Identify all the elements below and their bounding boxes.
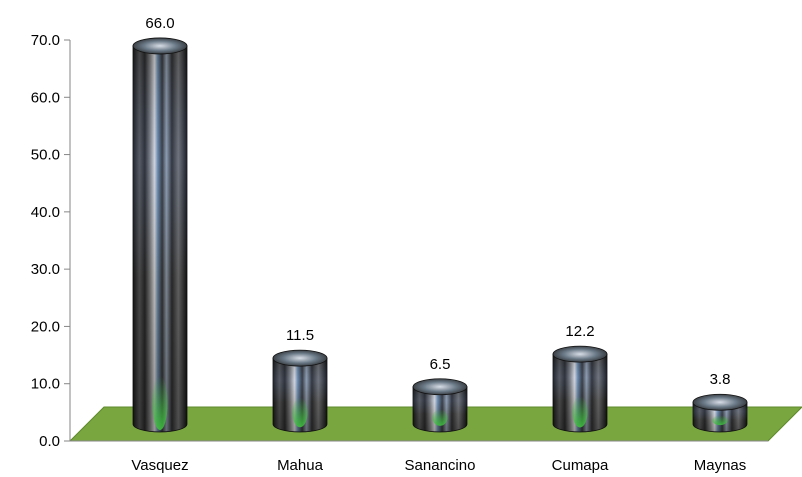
y-tick-label: 30.0 — [31, 261, 60, 278]
bar-texture — [133, 45, 187, 433]
bar-top — [132, 37, 188, 55]
bars: 66.0 11.5 6.5 12.2 3.8 — [132, 15, 748, 433]
data-label: 3.8 — [710, 371, 731, 388]
y-tick-label: 20.0 — [31, 318, 60, 335]
x-axis-labels: Vasquez Mahua Sanancino Cumapa Maynas — [131, 457, 746, 474]
x-tick-label: Mahua — [277, 457, 324, 474]
bar-texture — [553, 354, 607, 432]
x-tick-label: Vasquez — [131, 457, 188, 474]
bar-top — [412, 378, 468, 396]
y-tick-label: 70.0 — [31, 32, 60, 49]
data-label: 6.5 — [430, 356, 451, 373]
y-axis-ticks: 0.0 10.0 20.0 30.0 40.0 50.0 60.0 70.0 — [31, 32, 70, 450]
y-tick-label: 10.0 — [31, 376, 60, 393]
bar-top — [272, 349, 328, 367]
bar-top — [692, 393, 748, 411]
bar — [132, 37, 188, 433]
bar — [552, 345, 608, 433]
bar — [272, 349, 328, 433]
y-tick-label: 40.0 — [31, 204, 60, 221]
bar — [692, 393, 748, 433]
bar-reflection — [572, 396, 588, 428]
y-tick-label: 50.0 — [31, 147, 60, 164]
bar-reflection — [712, 415, 728, 426]
data-label: 12.2 — [565, 323, 594, 340]
bar — [412, 378, 468, 433]
bar-texture — [273, 358, 327, 432]
data-label: 66.0 — [145, 15, 174, 32]
bar-reflection — [292, 397, 308, 428]
data-label: 11.5 — [286, 327, 314, 344]
bar-top — [552, 345, 608, 363]
x-tick-label: Maynas — [694, 457, 747, 474]
bar-reflection — [152, 376, 168, 430]
x-tick-label: Sanancino — [405, 457, 476, 474]
y-tick-label: 60.0 — [31, 89, 60, 106]
bar-reflection — [432, 409, 448, 426]
y-tick-label: 0.0 — [39, 433, 60, 450]
x-tick-label: Cumapa — [552, 457, 609, 474]
